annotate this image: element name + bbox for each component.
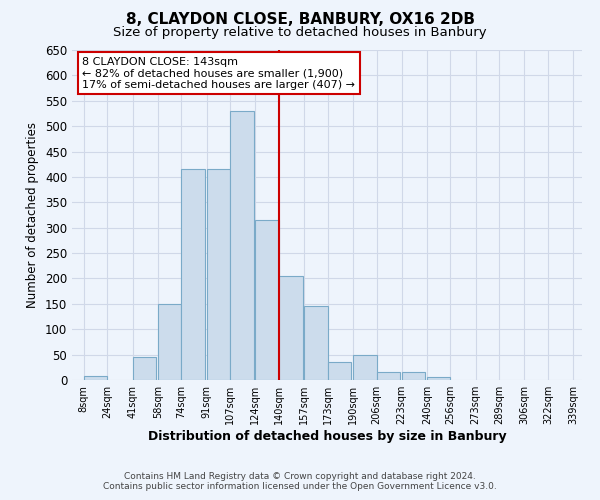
Text: Contains public sector information licensed under the Open Government Licence v3: Contains public sector information licen… bbox=[103, 482, 497, 491]
Y-axis label: Number of detached properties: Number of detached properties bbox=[26, 122, 40, 308]
Bar bbox=[279, 276, 302, 380]
Bar bbox=[377, 372, 400, 380]
Bar bbox=[206, 170, 230, 380]
Bar bbox=[133, 357, 156, 380]
Bar bbox=[256, 220, 279, 380]
Bar bbox=[158, 304, 181, 380]
Bar bbox=[401, 372, 425, 380]
Bar bbox=[84, 376, 107, 380]
Text: 8, CLAYDON CLOSE, BANBURY, OX16 2DB: 8, CLAYDON CLOSE, BANBURY, OX16 2DB bbox=[125, 12, 475, 28]
Text: 8 CLAYDON CLOSE: 143sqm
← 82% of detached houses are smaller (1,900)
17% of semi: 8 CLAYDON CLOSE: 143sqm ← 82% of detache… bbox=[82, 56, 355, 90]
Text: Contains HM Land Registry data © Crown copyright and database right 2024.: Contains HM Land Registry data © Crown c… bbox=[124, 472, 476, 481]
Bar bbox=[304, 306, 328, 380]
Bar bbox=[427, 378, 451, 380]
Text: Size of property relative to detached houses in Banbury: Size of property relative to detached ho… bbox=[113, 26, 487, 39]
X-axis label: Distribution of detached houses by size in Banbury: Distribution of detached houses by size … bbox=[148, 430, 506, 443]
Bar bbox=[328, 362, 352, 380]
Bar bbox=[230, 111, 254, 380]
Bar bbox=[181, 170, 205, 380]
Bar bbox=[353, 354, 377, 380]
